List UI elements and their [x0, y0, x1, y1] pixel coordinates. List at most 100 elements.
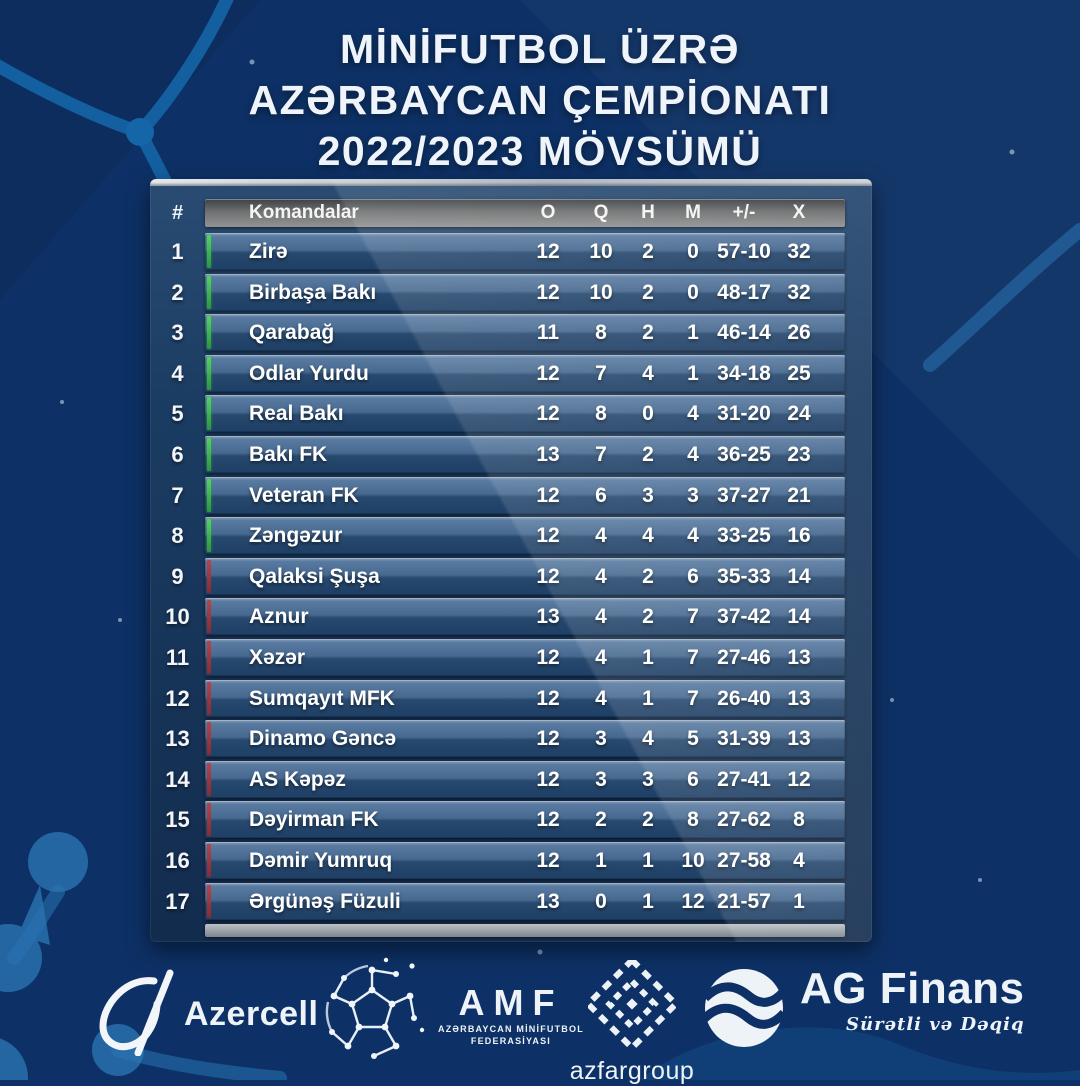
row-bar: Sumqayıt MFK 12 4 1 7 26-40 13 — [205, 679, 845, 717]
stat-points: 1 — [793, 889, 805, 913]
team-name: Sumqayıt MFK — [249, 686, 395, 710]
stat-points: 14 — [787, 605, 811, 629]
row-bar: Dəmir Yumruq 12 1 1 10 27-58 4 — [205, 841, 845, 879]
amf-abbr: AMF — [458, 981, 564, 1023]
row-bar: Qarabağ 11 8 2 1 46-14 26 — [205, 314, 845, 352]
stat-points: 23 — [787, 442, 811, 466]
stat-games-played: 13 — [536, 605, 560, 629]
team-name: AS Kəpəz — [249, 767, 346, 791]
stat-losses: 1 — [687, 321, 699, 345]
stat-losses: 8 — [687, 808, 699, 832]
stat-goal-diff: 37-27 — [717, 483, 771, 507]
row-rank: 10 — [165, 604, 190, 630]
row-bar: Odlar Yurdu 12 7 4 1 34-18 25 — [205, 354, 845, 392]
header-rank: # — [171, 202, 184, 224]
row-rank: 8 — [171, 523, 184, 549]
row-rank: 14 — [165, 766, 190, 792]
row-rank: 3 — [171, 320, 184, 346]
row-accent-bar — [207, 600, 211, 634]
stat-losses: 6 — [687, 767, 699, 791]
row-bar: Veteran FK 12 6 3 3 37-27 21 — [205, 476, 845, 514]
amf-logo-text: AMF AZƏRBAYCAN MİNİFUTBOL FEDERASİYASI — [438, 981, 584, 1047]
stat-wins: 4 — [595, 686, 607, 710]
stat-games-played: 12 — [536, 727, 560, 751]
stat-draws: 1 — [642, 848, 654, 872]
stat-games-played: 12 — [536, 402, 560, 426]
stat-draws: 2 — [642, 442, 654, 466]
row-accent-bar — [207, 235, 211, 268]
stat-games-played: 12 — [536, 361, 560, 385]
title-line-1: MİNİFUTBOL ÜZRƏ — [340, 26, 740, 72]
row-bar: AS Kəpəz 12 3 3 6 27-41 12 — [205, 760, 845, 798]
row-accent-bar — [207, 722, 211, 756]
stat-wins: 10 — [589, 240, 613, 263]
row-rank: 1 — [171, 239, 184, 264]
row-accent-bar — [207, 843, 211, 877]
stat-games-played: 11 — [536, 321, 560, 345]
title-line-3: 2022/2023 MÖVSÜMÜ — [317, 128, 763, 174]
stat-games-played: 12 — [536, 645, 560, 669]
row-bar: Qalaksi Şuşa 12 4 2 6 35-33 14 — [205, 557, 845, 595]
stat-draws: 2 — [642, 321, 654, 345]
row-accent-bar — [207, 478, 211, 512]
header-stat-q: Q — [593, 202, 609, 223]
stat-games-played: 12 — [536, 808, 560, 832]
stat-points: 21 — [787, 483, 811, 507]
stat-wins: 6 — [595, 483, 607, 507]
stat-goal-diff: 26-40 — [717, 686, 771, 710]
table-row: 16 Dəmir Yumruq 12 1 1 10 27-58 4 — [150, 841, 845, 879]
team-name: Xəzər — [249, 645, 306, 669]
team-name: Bakı FK — [249, 442, 328, 466]
header-stat-points: X — [792, 202, 806, 223]
stat-goal-diff: 27-46 — [717, 645, 771, 669]
table-row: 8 Zəngəzur 12 4 4 4 33-25 16 — [150, 517, 845, 555]
stat-wins: 7 — [595, 442, 607, 466]
ag-finans-logo: AG Finans Sürətli və Dəqiq — [700, 966, 1025, 1055]
stat-points: 24 — [787, 402, 811, 426]
stat-games-played: 12 — [536, 848, 560, 872]
stat-wins: 4 — [595, 564, 607, 588]
table-row: 3 Qarabağ 11 8 2 1 46-14 26 — [150, 314, 845, 352]
ag-finans-wave-circle-icon — [700, 966, 788, 1055]
azfargroup-logo-text: azfargroup — [569, 1057, 695, 1085]
stat-points: 14 — [787, 564, 811, 588]
team-name: Dəmir Yumruq — [249, 848, 393, 872]
stat-draws: 1 — [642, 645, 654, 669]
team-name: Qalaksi Şuşa — [249, 564, 380, 588]
stat-draws: 2 — [642, 808, 654, 832]
stat-draws: 3 — [642, 483, 654, 507]
stat-losses: 0 — [687, 280, 699, 304]
poster-title: MİNİFUTBOL ÜZRƏ AZƏRBAYCAN ÇEMPİONATI 20… — [0, 24, 1080, 177]
row-bar: Zəngəzur 12 4 4 4 33-25 16 — [205, 517, 845, 555]
team-name: Dinamo Gəncə — [249, 727, 397, 751]
stat-draws: 4 — [642, 727, 654, 751]
stat-wins: 4 — [595, 605, 607, 629]
stat-goal-diff: 48-17 — [717, 280, 771, 304]
header-bar: Komandalar O Q H M +/- X — [205, 199, 845, 227]
team-name: Aznur — [249, 605, 309, 629]
stat-losses: 7 — [687, 645, 699, 669]
row-rank: 7 — [171, 482, 184, 508]
stat-points: 32 — [787, 280, 811, 304]
row-rank: 6 — [171, 441, 184, 467]
row-rank: 13 — [165, 726, 190, 752]
stat-draws: 3 — [642, 767, 654, 791]
table-row: 14 AS Kəpəz 12 3 3 6 27-41 12 — [150, 760, 845, 798]
panel-bottom-metal-strip — [205, 924, 845, 937]
stat-points: 13 — [787, 727, 811, 751]
stat-wins: 8 — [595, 402, 607, 426]
table-row: 1 Zirə 12 10 2 0 57-10 32 — [150, 233, 845, 270]
header-stat-goal-diff: +/- — [732, 202, 756, 223]
stat-draws: 0 — [642, 402, 654, 426]
team-name: Birbaşa Bakı — [249, 280, 377, 304]
stat-goal-diff: 57-10 — [717, 240, 771, 263]
stat-wins: 3 — [595, 727, 607, 751]
stat-games-played: 13 — [536, 442, 560, 466]
row-accent-bar — [207, 559, 211, 593]
table-row: 10 Aznur 13 4 2 7 37-42 14 — [150, 598, 845, 636]
row-bar: Ərgünəş Füzuli 13 0 1 12 21-57 1 — [205, 882, 845, 920]
stat-games-played: 12 — [536, 524, 560, 548]
stat-games-played: 12 — [536, 483, 560, 507]
stat-losses: 4 — [687, 524, 699, 548]
ag-finans-tagline: Sürətli və Dəqiq — [846, 1014, 1025, 1035]
